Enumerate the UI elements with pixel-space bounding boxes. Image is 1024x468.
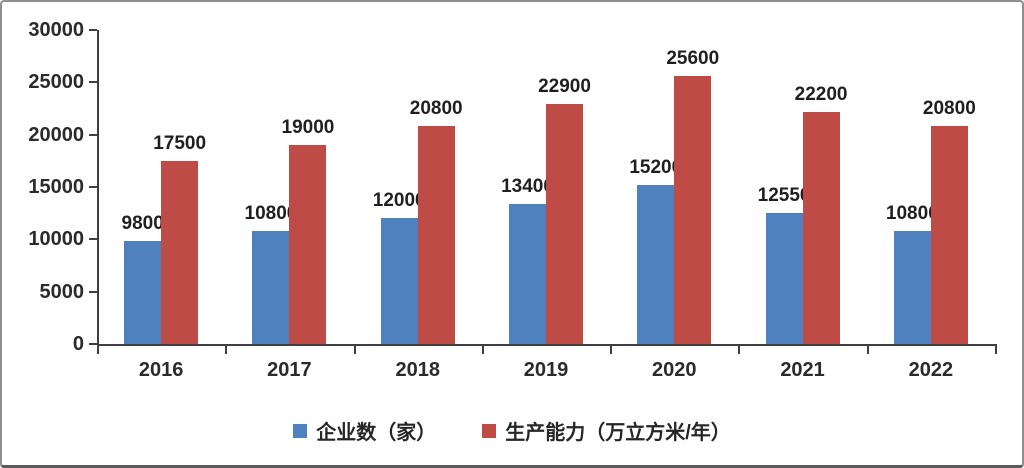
x-tick-mark [610, 346, 613, 354]
legend-item-enterprises: 企业数（家） [293, 416, 436, 445]
y-axis-line [97, 30, 99, 346]
bar-label: 19000 [281, 117, 335, 139]
bar-label: 12000 [372, 190, 426, 212]
x-tick-label: 2022 [908, 359, 954, 381]
bar-label: 10800 [244, 202, 298, 224]
bar-label: 15200 [629, 156, 683, 178]
x-tick-label: 2020 [652, 359, 697, 381]
y-tick-label: 15000 [28, 176, 84, 198]
x-tick-mark [481, 346, 484, 354]
bar-label: 10800 [885, 202, 939, 224]
bar-2019-1 [546, 104, 583, 344]
bar-2018-0 [380, 218, 418, 344]
bar-label: 22900 [538, 76, 591, 98]
bar-label: 22200 [794, 83, 848, 105]
x-tick-label: 2018 [395, 359, 440, 381]
y-tick-label: 20000 [28, 123, 84, 146]
bar-2019-0 [509, 203, 546, 344]
legend-swatch-enterprises [293, 423, 308, 438]
bar-2021-1 [802, 111, 840, 344]
y-tick-mark [89, 29, 97, 31]
y-tick-label: 25000 [28, 71, 84, 94]
y-tick-mark [89, 343, 97, 345]
bar-2022-0 [893, 230, 931, 344]
x-axis-line [97, 344, 997, 346]
bar-label: 13400 [501, 175, 554, 197]
y-tick-label: 10000 [28, 228, 84, 251]
y-tick-mark [89, 81, 97, 84]
bar-label: 20800 [409, 98, 463, 120]
y-tick-label: 30000 [28, 19, 84, 41]
bar-label: 17500 [153, 132, 207, 154]
bar-2017-1 [289, 145, 327, 344]
x-tick-mark [225, 346, 228, 354]
bar-2020-1 [674, 76, 712, 344]
bar-2017-0 [252, 230, 290, 344]
bar-label: 25600 [666, 48, 720, 70]
y-tick-mark [89, 238, 97, 241]
legend: 企业数（家） 生产能力（万立方米/年） [2, 416, 1022, 445]
legend-swatch-capacity [482, 423, 497, 438]
x-tick-mark [353, 346, 356, 354]
y-tick-label: 5000 [39, 280, 85, 303]
bar-label: 9800 [121, 213, 164, 235]
legend-label-enterprises: 企业数（家） [316, 422, 437, 444]
legend-item-capacity: 生产能力（万立方米/年） [482, 416, 731, 445]
bar-label: 12550 [757, 184, 811, 206]
x-tick-label: 2021 [780, 359, 825, 381]
legend-label-capacity: 生产能力（万立方米/年） [505, 422, 731, 444]
bar-2018-1 [417, 126, 455, 344]
y-tick-mark [89, 290, 97, 293]
x-tick-mark [866, 346, 869, 354]
bar-2016-0 [124, 241, 162, 344]
x-tick-mark [97, 346, 99, 354]
x-tick-mark [738, 346, 741, 354]
x-tick-mark [995, 346, 997, 354]
bar-2020-0 [637, 184, 675, 344]
x-tick-label: 2016 [138, 359, 184, 381]
bar-2022-1 [930, 126, 968, 344]
bar-2016-1 [161, 160, 199, 344]
y-tick-label: 0 [72, 333, 84, 355]
x-tick-label: 2017 [267, 359, 312, 381]
y-tick-mark [89, 186, 97, 188]
bar-label: 20800 [922, 98, 976, 120]
y-tick-mark [89, 133, 97, 136]
x-tick-label: 2019 [523, 359, 569, 381]
bar-2021-0 [765, 212, 803, 344]
